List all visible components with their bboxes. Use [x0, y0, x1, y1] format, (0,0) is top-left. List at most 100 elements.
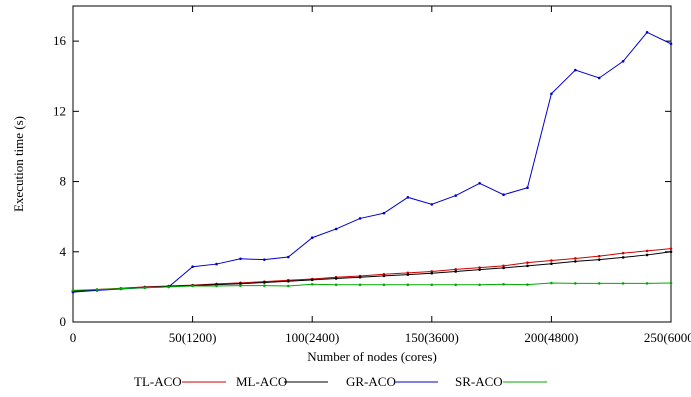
x-axis-ticks: 0 50(1200) 100(2400) 150(3600) 200(4800) 250(…: [70, 6, 691, 345]
data-point-gr-aco: [286, 255, 290, 259]
data-point-tl-aco: [621, 251, 625, 255]
y-tick-label: 4: [60, 244, 67, 259]
data-point-sr-aco: [526, 283, 529, 286]
legend: TL-ACO ML-ACO GR-ACO SR-ACO: [134, 374, 547, 389]
x-tick-label: 0: [70, 330, 77, 345]
data-point-tl-aco: [454, 268, 458, 271]
data-point-gr-aco: [645, 31, 649, 34]
data-point-gr-aco: [382, 211, 386, 215]
data-point-tl-aco: [669, 247, 673, 250]
data-point-gr-aco: [406, 196, 410, 199]
data-point-sr-aco: [239, 284, 242, 287]
data-point-sr-aco: [334, 283, 338, 287]
data-point-ml-aco: [239, 282, 242, 286]
data-point-ml-aco: [574, 260, 577, 263]
data-point-ml-aco: [286, 279, 290, 283]
data-point-sr-aco: [215, 284, 218, 288]
data-point-sr-aco: [143, 286, 147, 290]
y-tick-label: 16: [53, 33, 67, 48]
data-point-gr-aco: [310, 236, 314, 240]
data-point-tl-aco: [502, 264, 505, 268]
data-point-ml-aco: [550, 262, 553, 266]
data-point-sr-aco: [358, 283, 362, 287]
data-point-sr-aco: [502, 282, 505, 286]
data-point-gr-aco: [430, 203, 434, 206]
data-point-ml-aco: [621, 256, 625, 259]
data-point-gr-aco: [358, 217, 362, 220]
series-layer: [71, 31, 673, 294]
data-point-ml-aco: [310, 278, 314, 282]
x-tick-label: 200(4800): [524, 330, 578, 345]
series-line-gr-aco: [72, 31, 672, 293]
y-tick-label: 8: [60, 174, 67, 189]
legend-label-gr-aco: GR-ACO: [346, 374, 396, 389]
data-point-gr-aco: [334, 227, 338, 231]
data-point-ml-aco: [669, 250, 673, 254]
data-point-sr-aco: [574, 282, 577, 285]
data-point-gr-aco: [239, 257, 242, 261]
data-point-ml-aco: [502, 266, 505, 270]
legend-label-ml-aco: ML-ACO: [236, 374, 287, 389]
plot-frame: [72, 5, 672, 323]
data-point-tl-aco: [597, 254, 601, 258]
data-point-gr-aco: [550, 92, 553, 96]
data-point-ml-aco: [406, 273, 410, 276]
data-point-sr-aco: [669, 281, 673, 285]
y-tick-label: 12: [53, 103, 66, 118]
x-tick-label: 50(1200): [169, 330, 217, 345]
data-point-ml-aco: [454, 270, 458, 273]
data-point-gr-aco: [454, 194, 458, 197]
data-point-gr-aco: [478, 182, 481, 185]
x-tick-label: 100(2400): [285, 330, 339, 345]
series-line-ml-aco: [72, 251, 672, 292]
data-point-ml-aco: [334, 277, 338, 280]
y-axis-label: Execution time (s): [11, 116, 26, 212]
data-point-gr-aco: [597, 76, 601, 80]
data-point-sr-aco: [406, 283, 410, 287]
data-point-sr-aco: [310, 282, 314, 286]
data-point-ml-aco: [263, 281, 266, 284]
data-point-tl-aco: [478, 266, 481, 269]
legend-label-tl-aco: TL-ACO: [134, 374, 182, 389]
series-line-sr-aco: [72, 282, 672, 291]
x-tick-label: 150(3600): [405, 330, 459, 345]
legend-label-sr-aco: SR-ACO: [455, 374, 503, 389]
data-point-ml-aco: [526, 264, 529, 268]
y-tick-label: 0: [60, 314, 67, 329]
data-point-gr-aco: [215, 262, 218, 266]
data-point-gr-aco: [574, 68, 577, 72]
x-axis-label: Number of nodes (cores): [307, 349, 437, 364]
data-point-sr-aco: [71, 289, 75, 292]
data-point-sr-aco: [550, 281, 553, 285]
data-point-sr-aco: [119, 287, 123, 290]
data-point-gr-aco: [621, 60, 625, 63]
data-point-sr-aco: [478, 283, 481, 287]
data-point-gr-aco: [502, 193, 505, 197]
data-point-sr-aco: [286, 284, 290, 288]
data-point-tl-aco: [645, 249, 649, 253]
data-point-gr-aco: [669, 42, 673, 46]
data-point-gr-aco: [191, 265, 194, 269]
data-point-sr-aco: [645, 282, 649, 285]
data-point-ml-aco: [382, 274, 386, 278]
data-point-sr-aco: [263, 284, 266, 287]
data-point-ml-aco: [430, 271, 434, 275]
data-point-tl-aco: [550, 259, 553, 262]
x-tick-label: 250(6000): [644, 330, 691, 345]
data-point-ml-aco: [597, 258, 601, 261]
data-point-tl-aco: [574, 257, 577, 260]
data-point-sr-aco: [95, 288, 99, 291]
data-point-sr-aco: [382, 283, 386, 287]
data-point-gr-aco: [526, 186, 529, 189]
data-point-gr-aco: [263, 258, 266, 261]
data-point-sr-aco: [454, 283, 458, 287]
data-point-sr-aco: [430, 283, 434, 287]
data-point-ml-aco: [478, 268, 481, 271]
data-point-ml-aco: [358, 275, 362, 279]
data-point-tl-aco: [526, 261, 529, 264]
data-point-sr-aco: [167, 285, 170, 289]
y-axis-ticks: 0 4 8 12 16: [53, 33, 671, 329]
data-point-ml-aco: [645, 253, 649, 257]
data-point-sr-aco: [597, 282, 601, 285]
